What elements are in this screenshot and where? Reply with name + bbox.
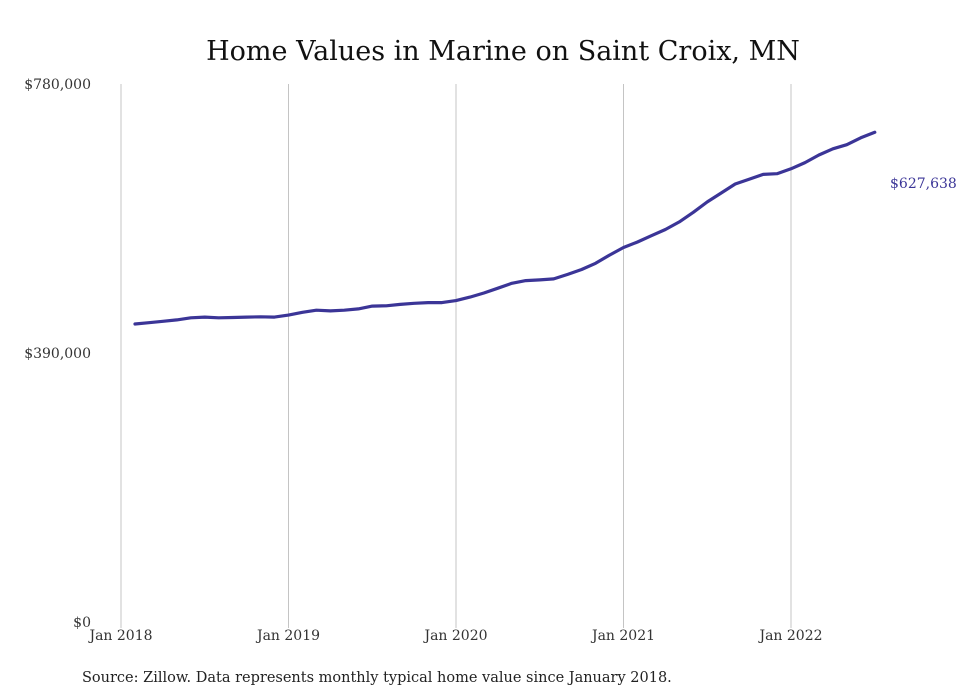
x-tick-label: Jan 2022 [757,628,822,644]
source-note: Source: Zillow. Data represents monthly … [82,670,672,686]
y-axis-tick-labels: $0 $390,000 $780,000 [24,77,91,631]
gridlines [120,84,792,628]
chart-title: Home Values in Marine on Saint Croix, MN [206,36,800,67]
y-tick-label: $390,000 [24,346,91,362]
x-tick-label: Jan 2019 [255,628,320,644]
series-layer [133,130,877,326]
x-tick-label: Jan 2020 [422,628,487,644]
series-line-0 [133,130,877,326]
end-value-label: $627,638 [890,176,957,192]
x-tick-label: Jan 2018 [87,628,152,644]
y-tick-label: $780,000 [24,77,91,93]
y-tick-label: $0 [73,615,91,631]
x-tick-label: Jan 2021 [590,628,655,644]
x-axis-tick-labels: Jan 2018 Jan 2019 Jan 2020 Jan 2021 Jan 2022 [87,628,822,644]
